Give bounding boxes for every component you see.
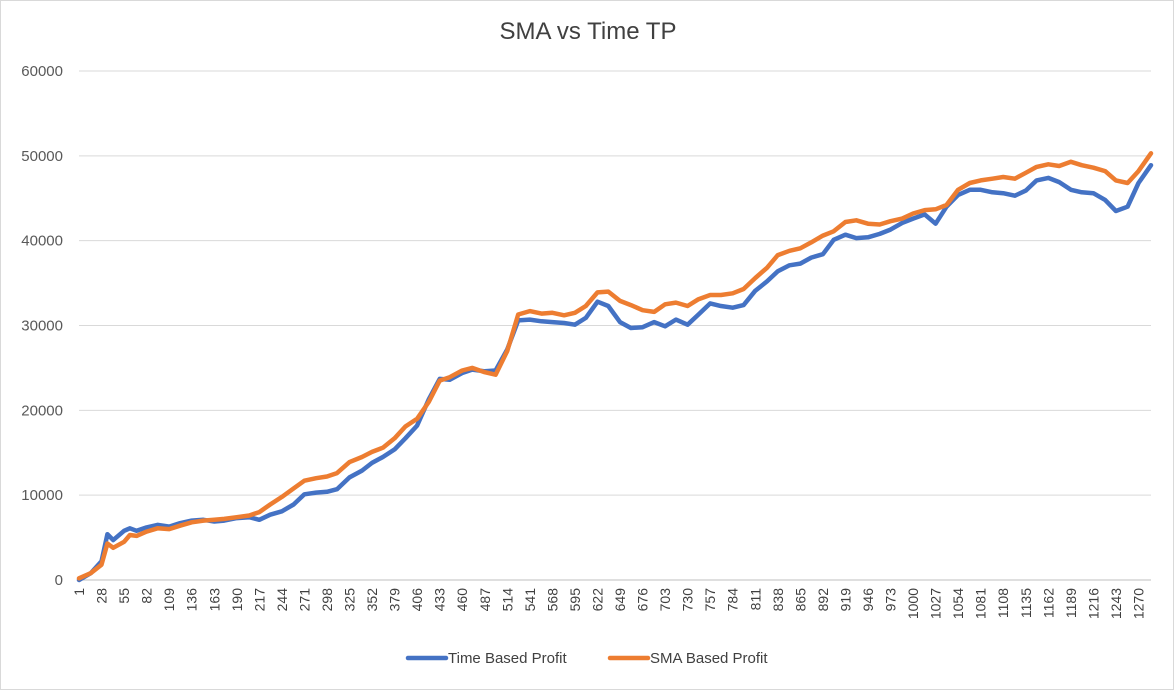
y-tick-label: 20000 [21, 402, 63, 419]
x-tick-label: 1216 [1085, 588, 1101, 619]
x-tick-label: 271 [296, 588, 312, 612]
x-tick-label: 163 [206, 588, 222, 612]
x-tick-label: 757 [702, 588, 718, 612]
x-tick-label: 649 [612, 588, 628, 612]
x-tick-label: 838 [770, 588, 786, 612]
series-line-sma-based-profit [76, 151, 1154, 581]
x-tick-label: 676 [635, 588, 651, 612]
y-tick-label: 50000 [21, 148, 63, 165]
y-tick-label: 40000 [21, 233, 63, 250]
x-tick-label: 28 [94, 588, 110, 604]
x-tick-label: 433 [432, 588, 448, 612]
x-tick-label: 487 [477, 588, 493, 612]
x-tick-label: 811 [747, 588, 763, 611]
x-tick-label: 109 [161, 588, 177, 612]
y-tick-label: 30000 [21, 318, 63, 335]
x-tick-label: 217 [251, 588, 267, 612]
x-tick-label: 568 [544, 588, 560, 612]
legend-label: SMA Based Profit [650, 650, 768, 667]
x-tick-label: 1027 [928, 588, 944, 619]
y-tick-label: 0 [55, 572, 63, 589]
x-tick-label: 730 [680, 588, 696, 612]
x-tick-label: 1000 [905, 588, 921, 619]
x-tick-label: 1081 [973, 588, 989, 619]
x-tick-label: 460 [454, 588, 470, 612]
x-tick-label: 325 [342, 588, 358, 612]
x-tick-label: 784 [725, 588, 741, 612]
x-tick-label: 82 [139, 588, 155, 604]
x-tick-label: 1270 [1130, 588, 1146, 619]
x-tick-label: 1054 [950, 588, 966, 619]
x-tick-label: 514 [499, 588, 515, 612]
x-tick-label: 1135 [1018, 588, 1034, 618]
x-tick-label: 1162 [1040, 588, 1056, 618]
x-tick-label: 865 [792, 588, 808, 612]
x-tick-label: 352 [364, 588, 380, 612]
x-tick-label: 703 [657, 588, 673, 612]
legend: Time Based Profit SMA Based Profit [405, 650, 768, 667]
x-tick-label: 1108 [995, 588, 1011, 618]
x-axis-tick-labels: 1 28 55 82 109 136 163 190 217 244 271 298 325 352 379… [71, 588, 1146, 619]
x-tick-label: 892 [815, 588, 831, 612]
legend-label: Time Based Profit [448, 650, 567, 667]
x-tick-label: 190 [229, 588, 245, 612]
x-tick-label: 622 [589, 588, 605, 612]
x-tick-label: 919 [837, 588, 853, 612]
y-tick-label: 10000 [21, 487, 63, 504]
chart-title: SMA vs Time TP [500, 18, 677, 45]
x-tick-label: 1243 [1108, 588, 1124, 619]
x-tick-label: 541 [522, 588, 538, 612]
y-axis-tick-labels: 0 10000 20000 30000 40000 50000 60000 [21, 63, 63, 589]
x-tick-label: 55 [116, 588, 132, 604]
x-tick-label: 406 [409, 588, 425, 612]
series-lines [76, 151, 1154, 583]
x-tick-label: 136 [184, 588, 200, 612]
y-tick-label: 60000 [21, 63, 63, 80]
x-tick-label: 1 [71, 588, 87, 596]
x-tick-label: 1189 [1063, 588, 1079, 618]
x-tick-label: 298 [319, 588, 335, 612]
x-tick-label: 973 [883, 588, 899, 612]
x-tick-label: 379 [387, 588, 403, 612]
x-tick-label: 946 [860, 588, 876, 612]
x-tick-label: 595 [567, 588, 583, 612]
gridlines [79, 70, 1151, 496]
x-tick-label: 244 [274, 588, 290, 612]
